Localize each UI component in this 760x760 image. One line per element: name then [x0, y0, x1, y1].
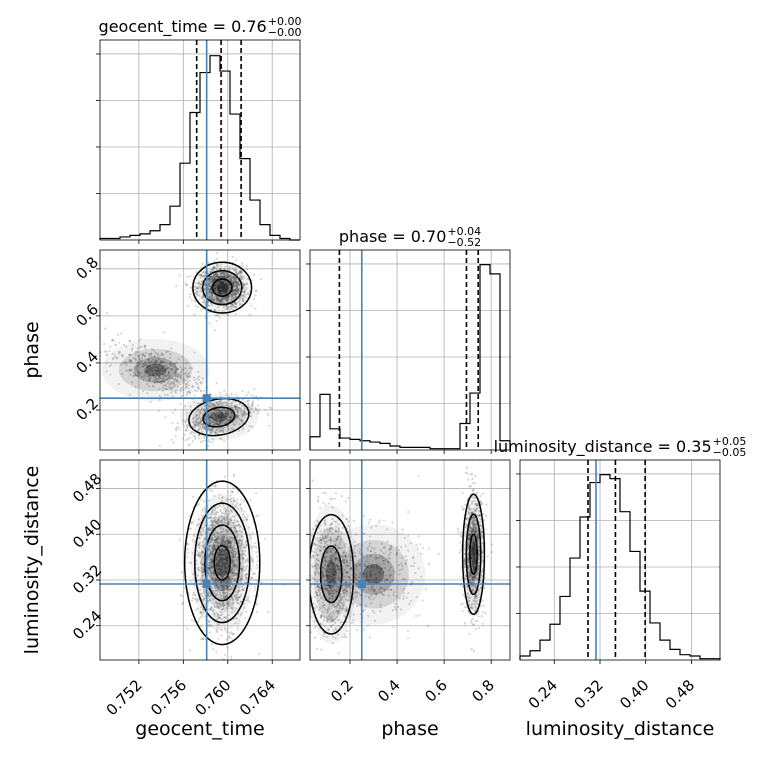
panel-frame: [99, 459, 301, 661]
density-layer: [190, 493, 255, 632]
contour-line: [204, 524, 241, 602]
contour-layer: [310, 493, 486, 635]
panel-title-luminosity_distance: luminosity_distance = 0.35 +0.05−0.05: [494, 435, 747, 459]
title-upper: +0.04: [447, 225, 481, 238]
y-tick-label: 0.8: [72, 253, 102, 283]
x-axis-label-geocent_time: geocent_time: [135, 718, 264, 740]
density-ellipse: [320, 546, 342, 603]
contour-line: [461, 493, 486, 616]
density-ellipse: [216, 282, 228, 293]
density-ellipse: [313, 527, 349, 622]
x-tick-label: 0.760: [192, 676, 235, 719]
scatter-panel-geocent_time-luminosity_distance: [96, 459, 301, 664]
truth-marker: [202, 394, 211, 403]
x-tick-label: 0.764: [236, 676, 279, 719]
density-ellipse: [465, 511, 482, 598]
contour-line: [465, 513, 482, 596]
density-ellipse: [192, 401, 246, 433]
x-axis-label-luminosity_distance: luminosity_distance: [526, 718, 715, 740]
histogram-step-geocent_time: [99, 55, 300, 241]
title-upper: +0.00: [268, 15, 302, 28]
contour-line: [194, 502, 251, 624]
density-ellipse: [202, 407, 235, 427]
contour-line: [192, 261, 253, 314]
density-ellipse: [211, 278, 234, 298]
contour-line: [202, 406, 236, 428]
x-tick-label: 0.40: [616, 676, 652, 712]
y-axis-label-luminosity_distance: luminosity_distance: [21, 466, 43, 655]
panel-frame: [99, 249, 301, 451]
hist-panel-phase: phase = 0.70 +0.04−0.52: [306, 225, 511, 454]
density-ellipse: [325, 560, 337, 589]
y-tick-label: 0.2: [72, 394, 102, 424]
axis-labels: geocent_time phase luminosity_distancephas…: [21, 321, 714, 740]
panel-frame: [309, 459, 511, 661]
contour-layer: [183, 480, 261, 646]
density-ellipse: [215, 548, 229, 577]
contour-line: [211, 278, 233, 297]
truth-marker: [357, 580, 366, 588]
x-tick-label: 0.756: [147, 676, 190, 719]
density-ellipse: [203, 271, 241, 304]
density-ellipse: [200, 515, 244, 610]
density-ellipse: [338, 540, 409, 609]
density-ellipse: [321, 524, 426, 625]
x-tick-label: 0.48: [662, 676, 698, 712]
y-tick-label: 0.4: [72, 347, 102, 377]
title-lower: −0.05: [713, 446, 747, 459]
density-ellipse: [462, 491, 485, 618]
title-lower: −0.00: [268, 26, 302, 39]
hist-panel-luminosity_distance: luminosity_distance = 0.35 +0.05−0.05: [494, 435, 747, 664]
contour-line: [319, 545, 343, 604]
x-tick-label: 0.32: [570, 676, 606, 712]
density-ellipse: [362, 564, 385, 585]
y-axis-label-phase: phase: [21, 321, 43, 378]
title-main: geocent_time = 0.76: [99, 17, 267, 37]
title-main: phase = 0.70: [339, 227, 446, 246]
title-main: luminosity_distance = 0.35: [494, 437, 712, 457]
y-tick-label: 0.6: [72, 300, 102, 330]
scatter-panel-phase-luminosity_distance: [306, 459, 511, 664]
density-ellipse: [210, 412, 227, 422]
density-ellipse: [118, 348, 193, 392]
panel-title-geocent_time: geocent_time = 0.76 +0.00−0.00: [99, 15, 302, 39]
title-upper: +0.05: [713, 435, 747, 448]
x-tick-label: 0.4: [374, 676, 404, 706]
density-ellipse: [101, 338, 210, 402]
x-tick-label: 0.752: [103, 676, 146, 719]
x-tick-label: 0.24: [525, 676, 561, 712]
x-tick-label: 0.6: [421, 676, 451, 706]
truth-marker: [202, 580, 211, 588]
density-ellipse: [209, 534, 236, 592]
contour-line: [213, 544, 231, 581]
title-lower: −0.52: [447, 236, 481, 249]
panel-title-phase: phase = 0.70 +0.04−0.52: [339, 225, 481, 249]
contour-line: [183, 480, 261, 646]
hist-panel-geocent_time: geocent_time = 0.76 +0.00−0.00: [96, 15, 301, 244]
scatter-panel-geocent_time-phase: [96, 249, 301, 454]
panel-frame: [99, 39, 301, 241]
histogram-step-luminosity_distance: [519, 474, 721, 660]
density-ellipse: [133, 357, 178, 383]
tick-labels: 0.752 0.756 0.760 0.764 0.2 0.4 0.6 0.8 0.24 0.32…: [69, 253, 698, 719]
contour-line: [188, 397, 250, 437]
x-axis-label-phase: phase: [381, 718, 438, 740]
panel-frame: [309, 249, 511, 451]
panel-frame: [519, 459, 721, 661]
density-ellipse: [310, 505, 358, 644]
density-ellipse: [471, 541, 476, 568]
contour-layer: [188, 261, 253, 437]
contour-line: [201, 269, 243, 306]
x-tick-label: 0.2: [327, 676, 357, 706]
contour-line: [469, 533, 478, 576]
density-ellipse: [144, 363, 167, 377]
x-tick-label: 0.8: [468, 676, 498, 706]
contour-line: [310, 513, 355, 635]
